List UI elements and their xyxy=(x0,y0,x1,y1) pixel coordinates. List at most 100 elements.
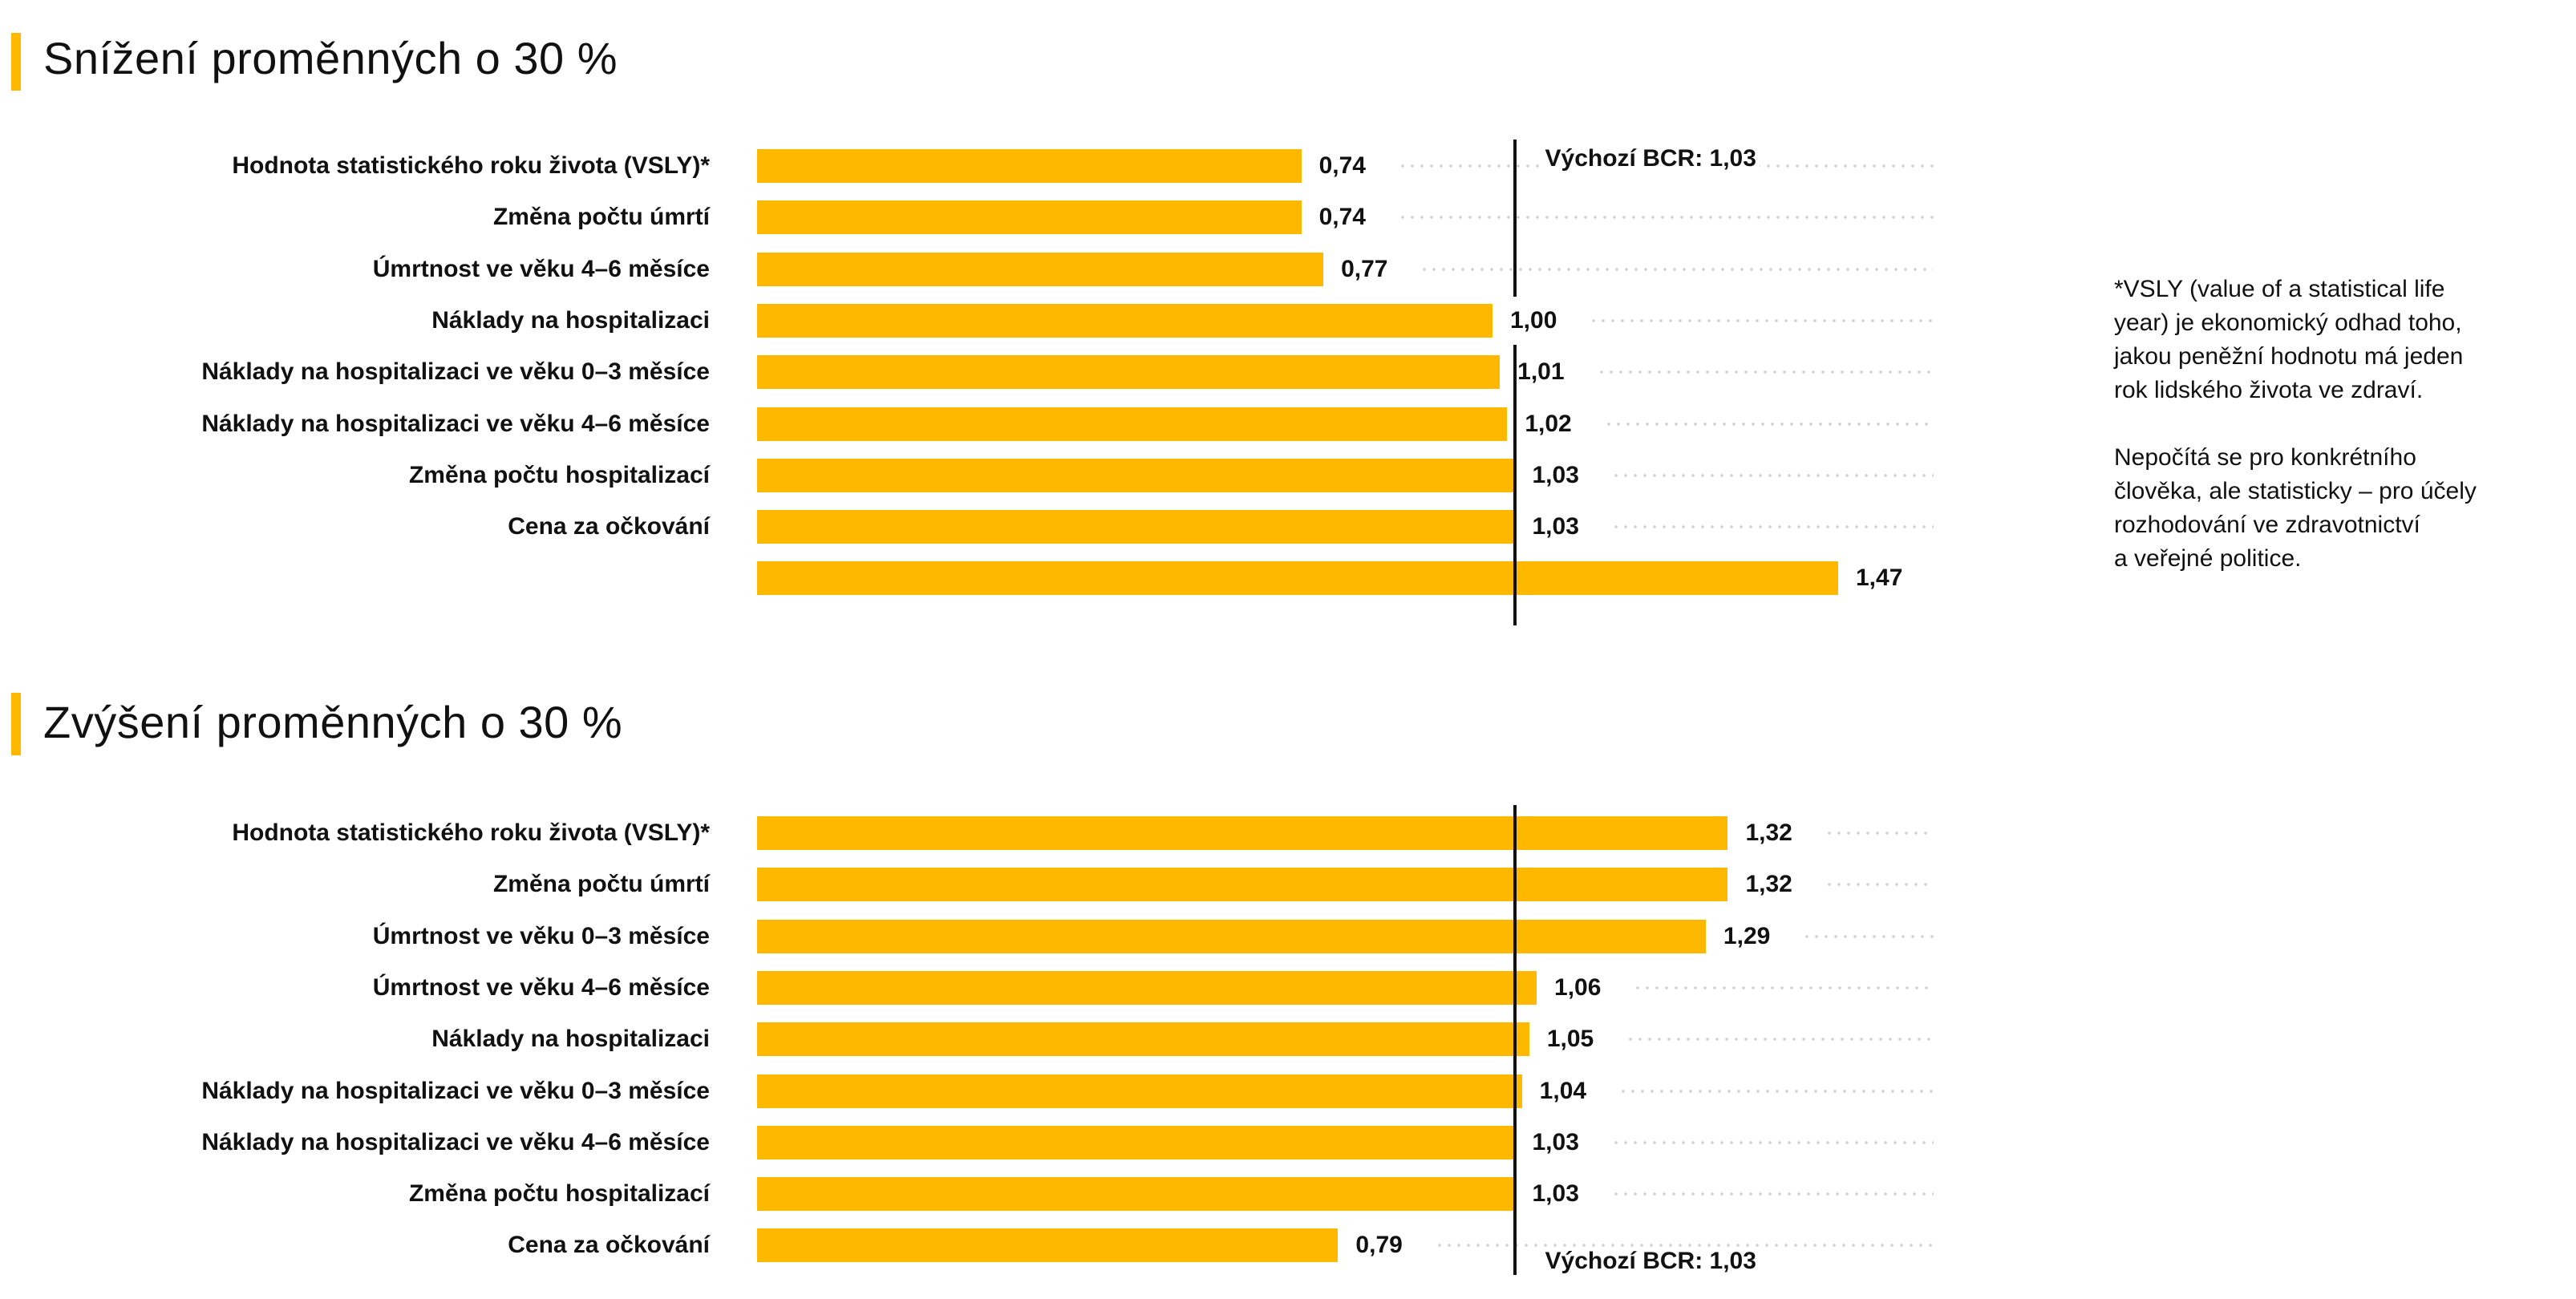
value-label: 1,29 xyxy=(1723,922,1771,949)
value-label: 0,79 xyxy=(1355,1232,1403,1259)
bar-row: Změna počtu úmrtí 0,74 xyxy=(0,200,1941,235)
bar xyxy=(757,407,1508,441)
value-label: 1,03 xyxy=(1532,1180,1579,1208)
baseline-line xyxy=(1513,345,1517,625)
bar-row: Úmrtnost ve věku 4–6 měsíce 1,06 xyxy=(0,970,1941,1005)
bar-row: Změna počtu úmrtí 1,32 xyxy=(0,868,1941,902)
dotted-guide xyxy=(1420,267,1934,271)
bar-row: Náklady na hospitalizaci 1,05 xyxy=(0,1022,1941,1057)
bar xyxy=(757,1125,1515,1159)
dotted-guide xyxy=(1610,473,1934,477)
footnote-paragraph-1: *VSLY (value of a statistical life year)… xyxy=(2114,276,2464,403)
bar-row: 1,47 xyxy=(0,561,1941,596)
value-label: 0,74 xyxy=(1318,204,1366,231)
bar-row: Úmrtnost ve věku 4–6 měsíce 0,77 xyxy=(0,252,1941,286)
value-label: 0,77 xyxy=(1341,255,1388,282)
bar-row: Změna počtu hospitalizací 1,03 xyxy=(0,1177,1941,1212)
bar-tail: 0,79 xyxy=(1338,1228,1934,1262)
dotted-guide xyxy=(1397,216,1934,220)
bar-row: Náklady na hospitalizaci ve věku 4–6 měs… xyxy=(0,1125,1941,1159)
bar xyxy=(757,919,1706,953)
dotted-guide xyxy=(1824,832,1934,835)
bar xyxy=(757,1228,1339,1263)
value-label: 1,06 xyxy=(1554,973,1602,1001)
value-label: 1,03 xyxy=(1532,1128,1579,1155)
bar-tail: 1,32 xyxy=(1727,868,1934,901)
value-label: 1,03 xyxy=(1532,461,1579,488)
bar-tail: 1,03 xyxy=(1515,1177,1934,1211)
dotted-guide xyxy=(1589,318,1934,322)
bar-row: Cena za očkování 0,79 xyxy=(0,1228,1941,1263)
value-label: 1,32 xyxy=(1745,871,1792,898)
dotted-guide xyxy=(1610,1140,1934,1144)
title-accent-bottom xyxy=(11,693,21,755)
value-label: 1,05 xyxy=(1546,1026,1594,1053)
bar-tail: 1,02 xyxy=(1507,407,1934,441)
value-label: 1,47 xyxy=(1855,565,1903,592)
category-label: Hodnota statistického roku života (VSLY)… xyxy=(232,152,710,179)
bar-row: Cena za očkování 1,03 xyxy=(0,510,1941,544)
category-label: Změna počtu úmrtí xyxy=(492,871,710,898)
value-label: 1,02 xyxy=(1525,410,1572,437)
bar-tail: 0,74 xyxy=(1302,200,1934,234)
bar xyxy=(757,561,1838,596)
bar xyxy=(757,355,1501,390)
category-label: Změna počtu hospitalizací xyxy=(408,1180,710,1208)
footnote: *VSLY (value of a statistical life year)… xyxy=(2114,273,2477,609)
baseline-label: Výchozí BCR: 1,03 xyxy=(1541,145,1760,172)
dotted-guide xyxy=(1618,1089,1934,1093)
bar xyxy=(757,303,1493,338)
dotted-guide xyxy=(1596,370,1934,374)
category-label: Hodnota statistického roku života (VSLY)… xyxy=(232,819,710,846)
dotted-guide xyxy=(1626,1038,1934,1042)
category-label: Náklady na hospitalizaci xyxy=(431,306,710,334)
bar xyxy=(757,510,1515,544)
bar-row: Změna počtu hospitalizací 1,03 xyxy=(0,458,1941,492)
baseline-line xyxy=(1513,140,1517,297)
value-label: 1,04 xyxy=(1539,1077,1587,1104)
category-label: Cena za očkování xyxy=(508,513,710,540)
bar-row: Náklady na hospitalizaci 1,00 xyxy=(0,303,1941,338)
dotted-guide xyxy=(1434,1244,1934,1248)
value-label: 1,00 xyxy=(1510,306,1557,334)
value-label: 0,74 xyxy=(1318,152,1366,179)
bar-row: Náklady na hospitalizaci ve věku 0–3 měs… xyxy=(0,1074,1941,1108)
bar xyxy=(757,1022,1529,1057)
bar-tail: 1,47 xyxy=(1838,561,1934,595)
bar-tail: 1,05 xyxy=(1529,1022,1934,1056)
bar-tail: 1,01 xyxy=(1500,355,1934,389)
value-label: 1,01 xyxy=(1517,358,1565,386)
category-label: Náklady na hospitalizaci xyxy=(431,1026,710,1053)
category-label: Úmrtnost ve věku 4–6 měsíce xyxy=(372,973,710,1001)
chart-decrease: Hodnota statistického roku života (VSLY)… xyxy=(0,0,2576,625)
category-label: Náklady na hospitalizaci ve věku 4–6 měs… xyxy=(201,410,710,437)
category-label: Náklady na hospitalizaci ve věku 0–3 měs… xyxy=(201,358,710,386)
bar-tail: 0,77 xyxy=(1323,253,1934,286)
category-label: Cena za očkování xyxy=(508,1232,710,1259)
baseline-line xyxy=(1513,805,1517,1275)
category-label: Změna počtu úmrtí xyxy=(492,204,710,231)
bar xyxy=(757,200,1302,235)
bar-tail: 1,03 xyxy=(1515,510,1934,544)
bar xyxy=(757,149,1302,183)
bar-row: Náklady na hospitalizaci ve věku 0–3 měs… xyxy=(0,355,1941,390)
dotted-guide xyxy=(1633,985,1934,989)
bar xyxy=(757,252,1324,286)
bar-tail: 1,03 xyxy=(1515,1126,1934,1159)
bar-row: Náklady na hospitalizaci ve věku 4–6 měs… xyxy=(0,407,1941,441)
bar-row: Hodnota statistického roku života (VSLY)… xyxy=(0,816,1941,850)
category-label: Úmrtnost ve věku 4–6 měsíce xyxy=(372,255,710,282)
baseline-label: Výchozí BCR: 1,03 xyxy=(1541,1248,1760,1275)
bar-tail: 1,29 xyxy=(1706,920,1934,953)
bar-tail: 1,00 xyxy=(1493,304,1934,338)
bar xyxy=(757,1177,1515,1212)
category-label: Úmrtnost ve věku 0–3 měsíce xyxy=(372,922,710,949)
value-label: 1,03 xyxy=(1532,513,1579,540)
footnote-paragraph-2: Nepočítá se pro konkrétního člověka, ale… xyxy=(2114,444,2477,572)
category-label: Změna počtu hospitalizací xyxy=(408,461,710,488)
value-label: 1,32 xyxy=(1745,819,1792,846)
dotted-guide xyxy=(1610,1192,1934,1196)
dotted-guide xyxy=(1824,883,1934,887)
bar xyxy=(757,1074,1522,1108)
